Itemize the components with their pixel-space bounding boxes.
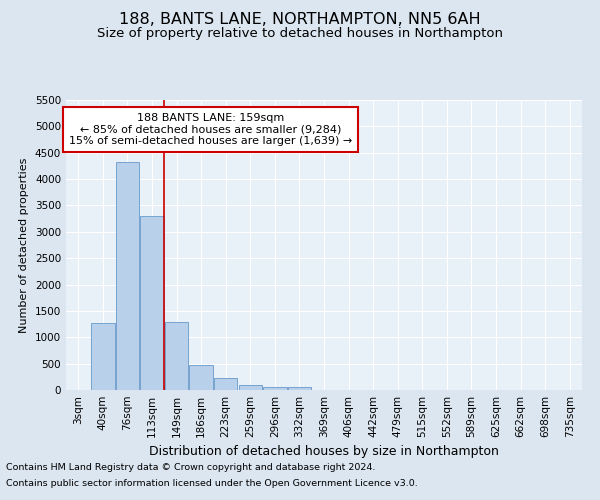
X-axis label: Distribution of detached houses by size in Northampton: Distribution of detached houses by size … <box>149 446 499 458</box>
Bar <box>239 386 262 390</box>
Bar <box>91 323 115 390</box>
Text: Contains public sector information licensed under the Open Government Licence v3: Contains public sector information licen… <box>6 478 418 488</box>
Bar <box>190 364 213 390</box>
Text: 188, BANTS LANE, NORTHAMPTON, NN5 6AH: 188, BANTS LANE, NORTHAMPTON, NN5 6AH <box>119 12 481 28</box>
Bar <box>288 388 311 390</box>
Bar <box>214 378 238 390</box>
Bar <box>116 162 139 390</box>
Bar <box>140 216 164 390</box>
Text: 188 BANTS LANE: 159sqm
← 85% of detached houses are smaller (9,284)
15% of semi-: 188 BANTS LANE: 159sqm ← 85% of detached… <box>69 113 352 146</box>
Bar <box>263 387 287 390</box>
Y-axis label: Number of detached properties: Number of detached properties <box>19 158 29 332</box>
Text: Size of property relative to detached houses in Northampton: Size of property relative to detached ho… <box>97 28 503 40</box>
Text: Contains HM Land Registry data © Crown copyright and database right 2024.: Contains HM Land Registry data © Crown c… <box>6 464 376 472</box>
Bar <box>165 322 188 390</box>
